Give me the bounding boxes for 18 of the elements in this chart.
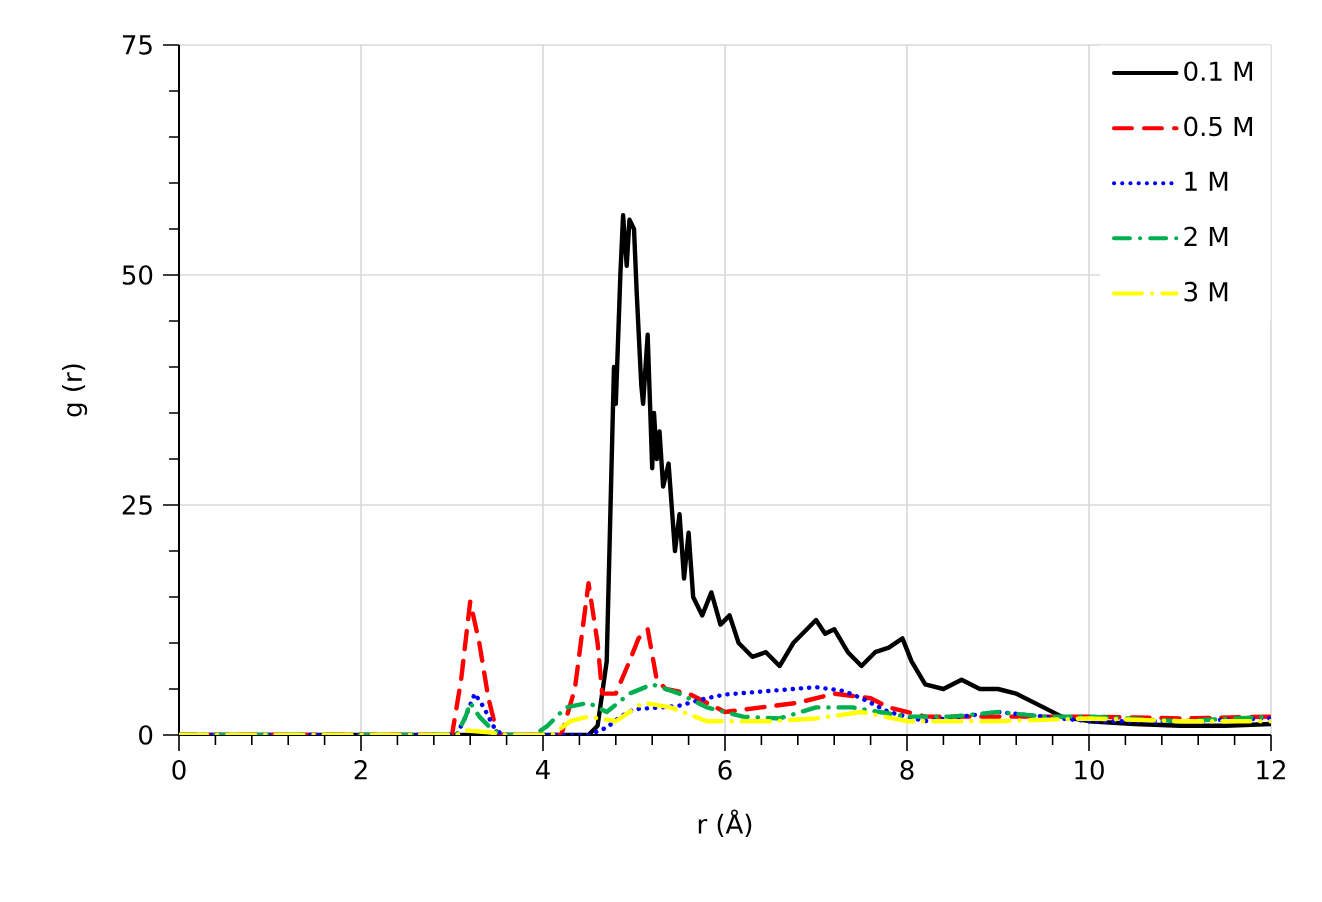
y-tick-label: 0 [139,725,153,745]
legend-label: 1 M [1185,171,1228,191]
x-tick-label: 10 [1075,760,1104,780]
legend-label: 0.1 M [1184,61,1253,82]
x-tick-label: 6 [718,760,732,780]
legend-label: 0.5 M [1184,116,1253,137]
x-tick-label: 0 [172,760,186,780]
legend-label: 2 M [1184,226,1228,246]
x-tick-label: 4 [535,760,550,780]
x-tick-label: 8 [900,760,914,780]
y-tick-label: 75 [122,35,152,55]
x-tick-label: 12 [1257,760,1285,780]
x-axis-title: r (Å) [698,809,752,838]
y-tick-label: 50 [122,265,153,285]
y-tick-label: 25 [122,495,152,515]
legend-label: 3 M [1184,281,1228,302]
x-tick-label: 2 [354,760,367,780]
y-axis-title: g (r) [61,364,88,417]
